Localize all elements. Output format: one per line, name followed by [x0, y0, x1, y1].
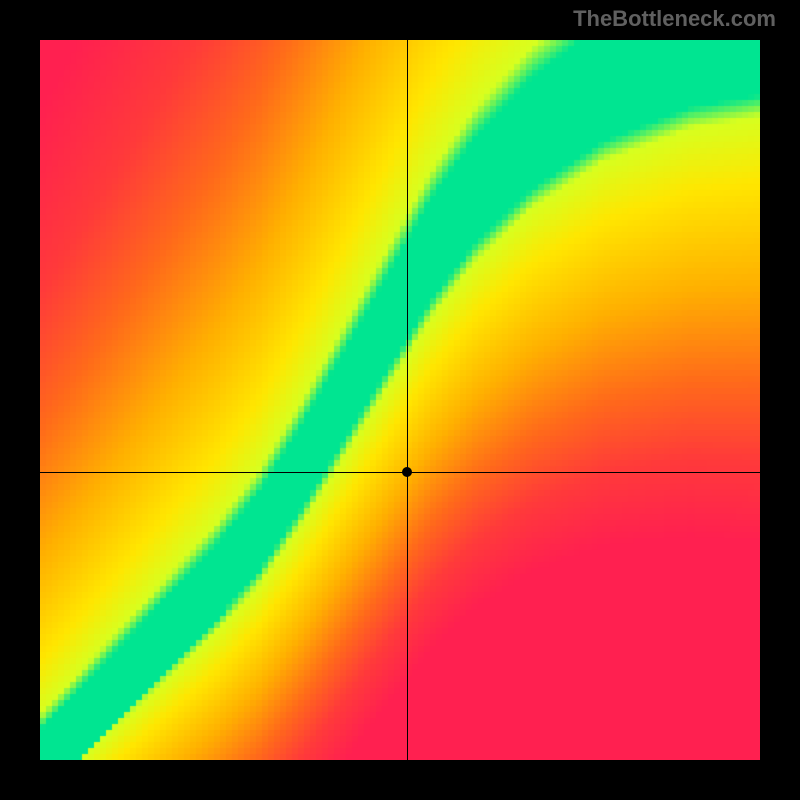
heatmap-plot: [40, 40, 760, 760]
crosshair-marker: [402, 467, 412, 477]
heatmap-canvas: [40, 40, 760, 760]
watermark-text: TheBottleneck.com: [573, 6, 776, 32]
crosshair-horizontal: [40, 472, 760, 473]
crosshair-vertical: [407, 40, 408, 760]
